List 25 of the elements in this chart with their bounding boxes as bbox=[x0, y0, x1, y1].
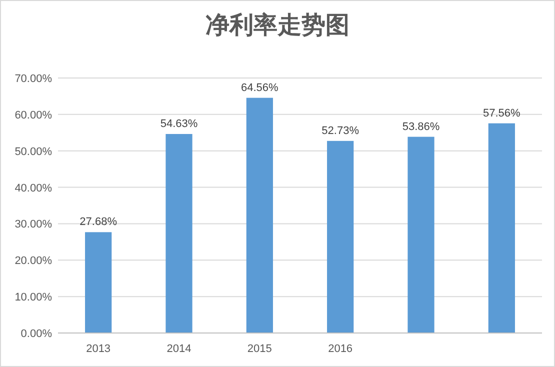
y-tick-label: 30.00% bbox=[14, 218, 52, 231]
data-label: 53.86% bbox=[402, 120, 440, 133]
x-tick-label: 2015 bbox=[247, 343, 272, 355]
bar bbox=[246, 98, 273, 333]
bar bbox=[166, 134, 192, 333]
y-tick-label: 20.00% bbox=[14, 255, 52, 268]
y-tick-label: 50.00% bbox=[14, 146, 52, 158]
x-tick-label: 2013 bbox=[86, 343, 111, 355]
data-label: 57.56% bbox=[483, 107, 521, 120]
bar bbox=[488, 123, 515, 333]
data-label: 52.73% bbox=[322, 124, 360, 137]
bar bbox=[85, 232, 112, 333]
data-label: 54.63% bbox=[160, 118, 198, 130]
data-label: 64.56% bbox=[241, 82, 279, 94]
y-tick-label: 40.00% bbox=[14, 182, 52, 194]
x-tick-label: 2016 bbox=[328, 343, 353, 355]
y-tick-label: 10.00% bbox=[14, 292, 52, 304]
y-tick-label: 0.00% bbox=[20, 328, 52, 340]
bar bbox=[408, 136, 434, 333]
data-label: 27.68% bbox=[80, 216, 118, 228]
x-tick-label: 2014 bbox=[166, 343, 192, 355]
y-tick-label: 70.00% bbox=[14, 73, 52, 85]
chart-title: 净利率走势图 bbox=[206, 12, 350, 39]
y-tick-label: 60.00% bbox=[14, 109, 52, 122]
bar bbox=[327, 140, 354, 333]
